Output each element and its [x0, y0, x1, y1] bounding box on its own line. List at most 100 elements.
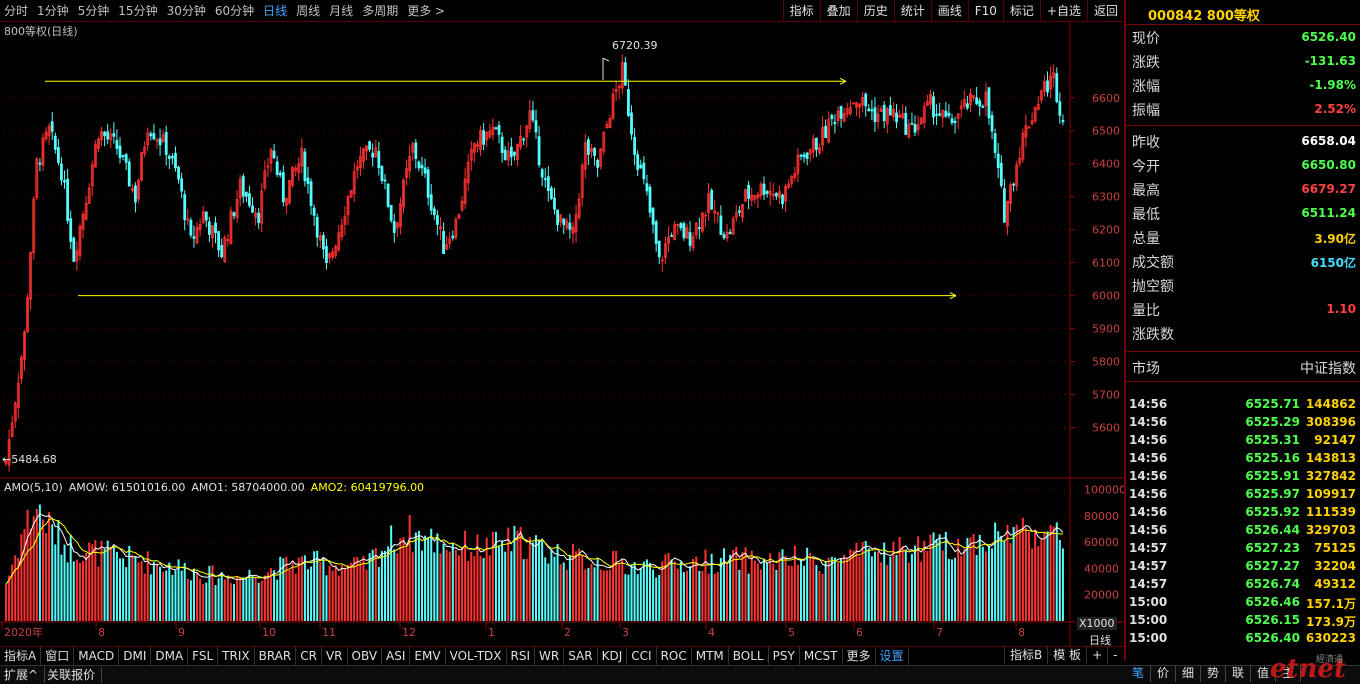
candle	[1061, 114, 1065, 126]
toolbar-button-0[interactable]: 指标	[782, 0, 820, 21]
toolbar-button-8[interactable]: 返回	[1086, 0, 1124, 21]
indicator-tab-19[interactable]: ROC	[657, 647, 692, 665]
candle	[633, 128, 637, 166]
toolbar-button-2[interactable]: 历史	[856, 0, 894, 21]
volume-bar	[991, 548, 994, 621]
kline-chart[interactable]: 6600 6500 6400 6300 6200 6100 6000 5900 5800 5700…	[0, 21, 1124, 646]
panel-tab-1[interactable]: 价	[1151, 665, 1176, 682]
indicator-tab-9[interactable]: VR	[322, 647, 348, 665]
tick-time: 14:56	[1129, 487, 1168, 501]
indicator-tab-11[interactable]: ASI	[382, 647, 411, 665]
candle	[879, 105, 883, 113]
period-tab-10[interactable]: 更多 >	[407, 4, 446, 18]
candle	[482, 122, 486, 151]
indicator-tab-6[interactable]: TRIX	[218, 647, 255, 665]
period-tab-8[interactable]: 月线	[329, 4, 354, 18]
indicator-tab-12[interactable]: EMV	[410, 647, 446, 665]
indicator-right-tab-1[interactable]: 模 板	[1047, 646, 1086, 664]
indicator-tab-2[interactable]: MACD	[74, 647, 120, 665]
indicator-tab-18[interactable]: CCI	[627, 647, 657, 665]
candle	[984, 82, 988, 117]
volume-bar	[553, 556, 556, 621]
volume-bar	[174, 570, 177, 621]
indicator-tab-3[interactable]: DMI	[119, 647, 152, 665]
period-tab-6[interactable]: 日线	[263, 4, 288, 18]
toolbar-button-1[interactable]: 叠加	[819, 0, 857, 21]
toolbar-button-3[interactable]: 统计	[893, 0, 931, 21]
indicator-tab-15[interactable]: WR	[535, 647, 565, 665]
volume-bar	[199, 578, 202, 621]
panel-tab-4[interactable]: 联	[1226, 665, 1251, 682]
toolbar-button-6[interactable]: 标记	[1002, 0, 1040, 21]
volume-bar	[217, 578, 220, 621]
indicator-tab-0[interactable]: 指标A	[0, 647, 42, 665]
toolbar-button-5[interactable]: F10	[967, 0, 1003, 21]
volume-bar	[464, 530, 467, 621]
tick-price: 6526.15	[1245, 613, 1300, 627]
period-tab-0[interactable]: 分时	[4, 4, 29, 18]
indicator-tab-7[interactable]: BRAR	[255, 647, 297, 665]
panel-tab-2[interactable]: 细	[1176, 665, 1201, 682]
candle	[358, 146, 362, 176]
candle	[516, 143, 519, 167]
period-tab-7[interactable]: 周线	[296, 4, 321, 18]
indicator-tab-14[interactable]: RSI	[507, 647, 536, 665]
volume-bar	[867, 548, 870, 621]
date-tick-label: 4	[708, 626, 715, 639]
indicator-tab-16[interactable]: SAR	[564, 647, 598, 665]
indicator-tab-8[interactable]: CR	[296, 647, 322, 665]
volume-bar	[279, 556, 282, 621]
period-tab-3[interactable]: 15分钟	[118, 4, 158, 18]
period-tab-4[interactable]: 30分钟	[166, 4, 206, 18]
indicator-tab-1[interactable]: 窗口	[41, 647, 75, 665]
indicator-tab-21[interactable]: BOLL	[729, 647, 769, 665]
candle	[476, 140, 479, 153]
tick-price: 6525.16	[1245, 451, 1300, 465]
indicator-tab-4[interactable]: DMA	[151, 647, 189, 665]
volume-bar	[427, 537, 430, 621]
volume-bar	[917, 536, 920, 621]
candle	[861, 91, 865, 112]
volume-bar	[273, 570, 276, 621]
date-tick-label: 7	[936, 626, 943, 639]
indicator-tab-13[interactable]: VOL-TDX	[446, 647, 507, 665]
toolbar-button-4[interactable]: 画线	[930, 0, 968, 21]
volume-bar	[701, 570, 704, 621]
indicator-tab-10[interactable]: OBV	[348, 647, 383, 665]
panel-tab-0[interactable]: 笔	[1126, 665, 1151, 682]
indicator-tab-24[interactable]: 更多	[843, 647, 876, 665]
period-tab-9[interactable]: 多周期	[362, 4, 399, 18]
candle	[251, 197, 254, 214]
candle	[904, 106, 908, 136]
volume-bar	[652, 569, 655, 621]
indicator-tab-23[interactable]: MCST	[800, 647, 843, 665]
volume-bar	[408, 515, 411, 621]
candle	[593, 146, 596, 166]
candle	[664, 236, 667, 265]
panel-tab-5[interactable]: 值	[1251, 665, 1276, 682]
candle	[35, 157, 39, 201]
indicator-tab-25[interactable]: 设置	[876, 647, 909, 665]
indicator-right-tab-0[interactable]: 指标B	[1004, 646, 1047, 664]
candle	[534, 109, 538, 139]
indicator-tab-20[interactable]: MTM	[692, 647, 729, 665]
volume-bar	[954, 557, 957, 621]
panel-tab-6[interactable]: 主	[1276, 665, 1301, 682]
candle	[602, 131, 606, 155]
toolbar-button-7[interactable]: +自选	[1039, 0, 1087, 21]
period-tab-1[interactable]: 1分钟	[37, 4, 69, 18]
indicator-right-tab-2[interactable]: +	[1086, 646, 1107, 664]
panel-tab-3[interactable]: 势	[1201, 665, 1226, 682]
indicator-right-tab-3[interactable]: -	[1107, 646, 1122, 664]
indicator-tab-22[interactable]: PSY	[769, 647, 800, 665]
status-button-0[interactable]: 扩展^	[2, 667, 46, 683]
candle	[670, 232, 673, 238]
volume-bar	[698, 570, 701, 621]
candle	[830, 113, 834, 126]
price-tick-label: 6600	[1092, 92, 1120, 105]
indicator-tab-17[interactable]: KDJ	[598, 647, 628, 665]
period-tab-5[interactable]: 60分钟	[214, 4, 255, 18]
indicator-tab-5[interactable]: FSL	[188, 647, 219, 665]
period-tab-2[interactable]: 5分钟	[77, 4, 110, 18]
status-button-1[interactable]: 关联报价	[45, 667, 103, 683]
